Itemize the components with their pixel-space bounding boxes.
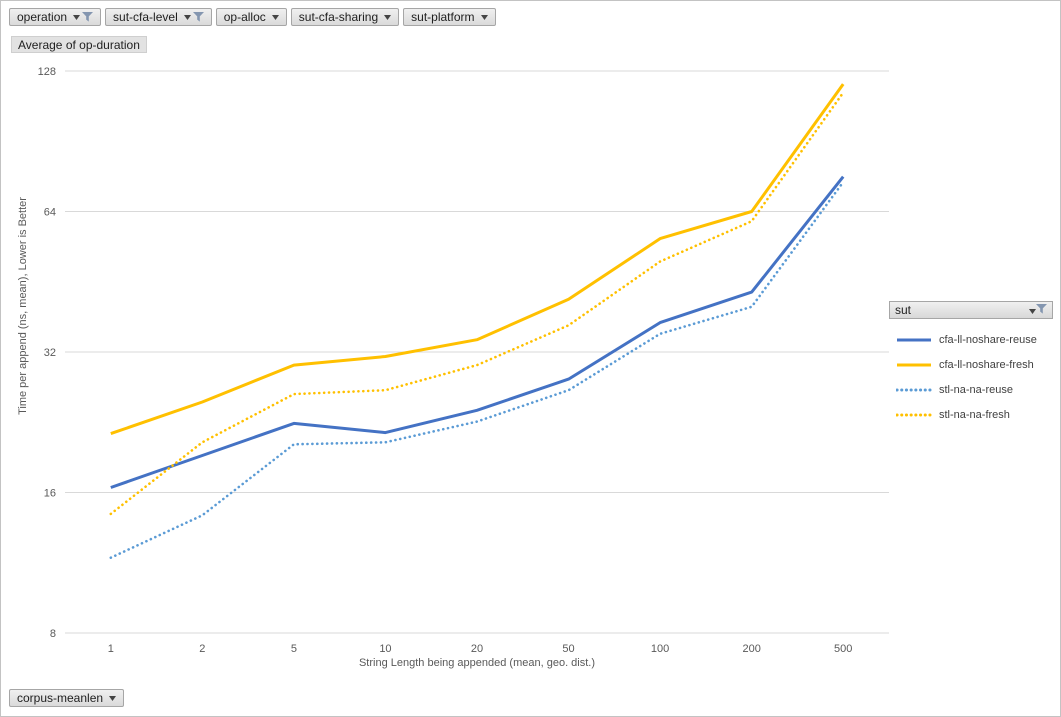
dropdown-icon [271, 14, 279, 20]
legend-item-stl-na-na-reuse: stl-na-na-reuse [889, 377, 1053, 402]
series-line-stl-na-na-reuse [109, 180, 845, 560]
dropdown-arrow-icon [1029, 309, 1036, 314]
dropdown-icon [109, 695, 117, 701]
legend-line-sample [897, 363, 931, 366]
series-line-cfa-ll-noshare-fresh [110, 83, 845, 436]
x-tick-label: 1 [108, 643, 114, 655]
pivot-field-buttons-top: operation sut-cfa-level op-alloc sut-cfa-sh… [9, 8, 496, 26]
legend-field-label: sut [895, 303, 912, 317]
legend-field-button-sut[interactable]: sut [889, 301, 1053, 319]
dropdown-arrow-icon [183, 14, 191, 20]
dropdown-icon [384, 14, 392, 20]
dropdown-arrow-icon [480, 14, 488, 20]
filtered-dropdown-icon [183, 12, 204, 22]
x-axis-title: String Length being appended (mean, geo.… [359, 657, 595, 669]
pivot-field-button-sut-platform[interactable]: sut-platform [403, 8, 496, 26]
pivot-field-button-label: sut-cfa-sharing [298, 10, 379, 24]
x-tick-label: 50 [562, 643, 574, 655]
pivot-field-button-sut-cfa-level[interactable]: sut-cfa-level [105, 8, 212, 26]
legend-item-stl-na-na-fresh: stl-na-na-fresh [889, 402, 1053, 427]
filter-funnel-icon [1036, 304, 1047, 314]
pivot-field-buttons-bottom: corpus-meanlen [9, 689, 125, 707]
filter-funnel-icon [192, 12, 204, 22]
y-tick-label: 128 [38, 66, 56, 78]
legend-item-label: cfa-ll-noshare-reuse [939, 333, 1037, 346]
legend-item-label: stl-na-na-fresh [939, 408, 1010, 421]
pivot-field-button-label: operation [17, 10, 68, 24]
dropdown-arrow-icon [73, 14, 81, 20]
pivot-field-button-corpus-meanlen[interactable]: corpus-meanlen [9, 689, 125, 707]
pivot-field-button-op-alloc[interactable]: op-alloc [215, 8, 287, 26]
x-tick-label: 10 [379, 643, 391, 655]
y-tick-label: 16 [44, 488, 56, 500]
filtered-dropdown-icon [73, 12, 94, 22]
filter-funnel-icon [82, 12, 94, 22]
x-tick-label: 2 [199, 643, 205, 655]
legend-item-label: stl-na-na-reuse [939, 383, 1013, 396]
series-line-cfa-ll-noshare-reuse [110, 175, 845, 489]
legend-item-cfa-ll-noshare-fresh: cfa-ll-noshare-fresh [889, 352, 1053, 377]
y-axis-title: Time per append (ns, mean), Lower is Bet… [17, 197, 29, 415]
dropdown-icon [480, 14, 488, 20]
y-tick-label: 64 [44, 207, 56, 219]
pivot-field-button-label: corpus-meanlen [17, 691, 104, 705]
pivot-field-button-operation[interactable]: operation [9, 8, 102, 26]
pivot-field-button-label: sut-cfa-level [113, 10, 178, 24]
value-field-button[interactable]: Average of op-duration [11, 36, 147, 53]
dropdown-arrow-icon [384, 14, 392, 20]
legend-item-label: cfa-ll-noshare-fresh [939, 358, 1034, 371]
x-tick-label: 100 [651, 643, 669, 655]
legend-line-sample [896, 413, 932, 416]
y-tick-label: 8 [50, 628, 56, 640]
dropdown-arrow-icon [109, 695, 117, 701]
dropdown-arrow-icon [271, 14, 279, 20]
chart-legend: sut cfa-ll-noshare-reuse cfa-ll-noshare-f… [889, 301, 1053, 427]
y-tick-label: 32 [44, 347, 56, 359]
pivot-field-button-label: sut-platform [411, 10, 475, 24]
pivot-field-button-sut-cfa-sharing[interactable]: sut-cfa-sharing [290, 8, 400, 26]
x-tick-label: 5 [291, 643, 297, 655]
legend-items: cfa-ll-noshare-reuse cfa-ll-noshare-fresh… [889, 319, 1053, 427]
x-tick-label: 500 [834, 643, 852, 655]
legend-line-sample [897, 338, 931, 341]
series-line-stl-na-na-fresh [109, 91, 845, 516]
pivot-field-button-label: op-alloc [223, 10, 266, 24]
legend-item-cfa-ll-noshare-reuse: cfa-ll-noshare-reuse [889, 327, 1053, 352]
legend-filter-icons [1029, 303, 1047, 317]
legend-line-sample [896, 388, 932, 391]
x-tick-label: 20 [471, 643, 483, 655]
x-tick-label: 200 [742, 643, 760, 655]
